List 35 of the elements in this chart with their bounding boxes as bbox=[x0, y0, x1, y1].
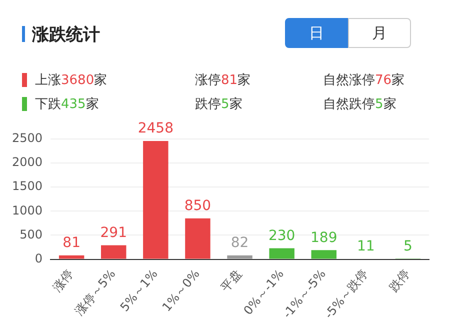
text: 上涨3680家 bbox=[35, 73, 108, 88]
data-label: 291 bbox=[100, 224, 127, 241]
y-tick-label: 2000 bbox=[12, 155, 43, 170]
data-label: 850 bbox=[184, 198, 212, 214]
x-tick-label: 平盘 bbox=[218, 266, 244, 294]
data-label: 81 bbox=[62, 235, 80, 252]
bar bbox=[58, 255, 84, 259]
y-tick-label: 0 bbox=[34, 251, 43, 266]
bar bbox=[143, 141, 168, 259]
y-tick-label: 500 bbox=[20, 227, 43, 242]
bar bbox=[101, 245, 126, 259]
bar bbox=[227, 255, 252, 259]
text: 涨停81家 bbox=[195, 73, 251, 88]
text: 下跌435家 bbox=[35, 97, 99, 112]
data-label: 11 bbox=[357, 238, 375, 254]
text: 跌停5家 bbox=[195, 97, 242, 112]
x-tick-label: 跌停 bbox=[386, 266, 413, 294]
bar bbox=[311, 250, 336, 259]
data-label: 82 bbox=[230, 234, 249, 251]
bar bbox=[185, 218, 210, 259]
data-label: 230 bbox=[268, 228, 296, 244]
data-label: 2458 bbox=[138, 120, 174, 137]
text: 日 bbox=[285, 18, 348, 48]
y-tick-label: 1500 bbox=[12, 179, 43, 194]
x-tick-label: 1%～0% bbox=[159, 266, 202, 314]
text: 自然涨停76家 bbox=[323, 73, 405, 88]
text: 月 bbox=[348, 18, 411, 48]
y-tick-label: 2500 bbox=[12, 131, 43, 146]
y-tick-label: 1000 bbox=[12, 203, 43, 218]
data-label: 189 bbox=[310, 230, 338, 246]
bar bbox=[269, 248, 294, 259]
x-tick-label: 5%～1% bbox=[117, 266, 160, 314]
data-label: 5 bbox=[404, 238, 412, 255]
text: 自然跌停5家 bbox=[323, 97, 396, 112]
chart-title: 涨跌统计 bbox=[31, 24, 100, 46]
